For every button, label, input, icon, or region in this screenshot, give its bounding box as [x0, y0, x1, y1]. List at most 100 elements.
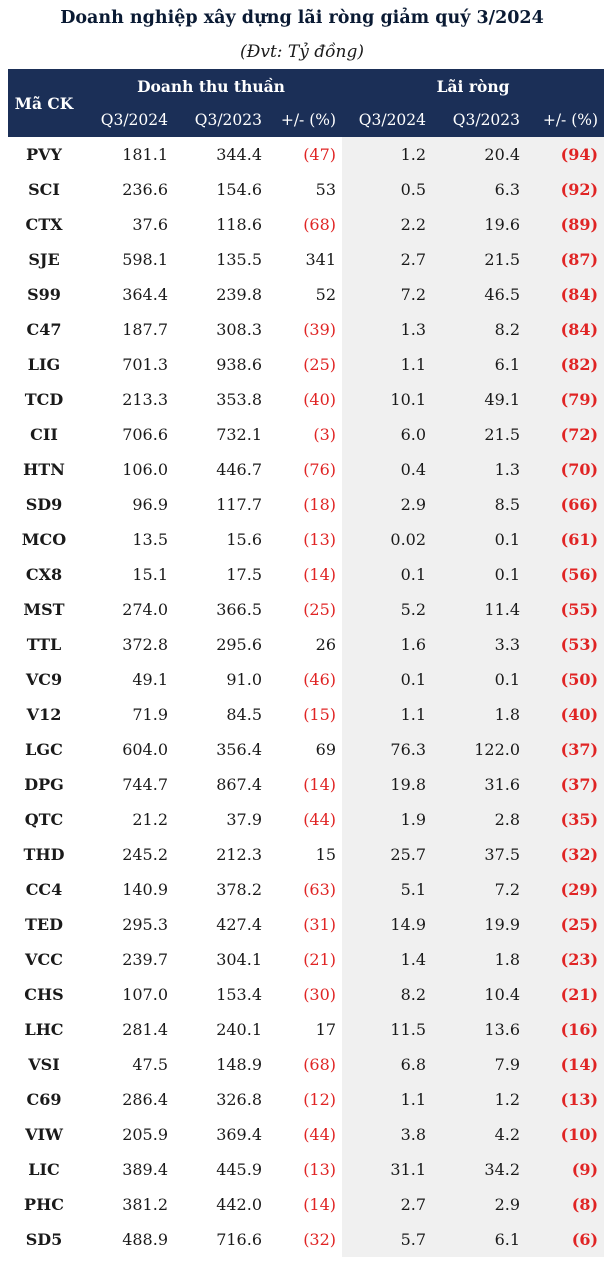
- cell-profit-q3-2024: 2.2: [342, 207, 433, 242]
- cell-revenue-q3-2024: 706.6: [122, 425, 168, 444]
- table-row: HTN 106.0 446.7 (76) 0.4 1.3 (70): [8, 452, 604, 487]
- cell-revenue-change: (18): [303, 495, 337, 514]
- table-row: VCC 239.7 304.1 (21) 1.4 1.8 (23): [8, 942, 604, 977]
- cell-revenue-q3-2024: 274.0: [122, 600, 168, 619]
- table-row: SCI 236.6 154.6 53 0.5 6.3 (92): [8, 172, 604, 207]
- cell-profit-q3-2023: 46.5: [432, 277, 527, 312]
- table-row: DPG 744.7 867.4 (14) 19.8 31.6 (37): [8, 767, 604, 802]
- header-revenue-q3-2024: Q3/2024: [80, 103, 174, 137]
- cell-revenue-q3-2024: 71.9: [132, 705, 168, 724]
- table-row: S99 364.4 239.8 52 7.2 46.5 (84): [8, 277, 604, 312]
- cell-revenue-q3-2023: 153.4: [216, 985, 262, 1004]
- cell-profit-q3-2024: 19.8: [342, 767, 433, 802]
- table-row: CX8 15.1 17.5 (14) 0.1 0.1 (56): [8, 557, 604, 592]
- cell-revenue-change: 69: [315, 740, 337, 759]
- table-row: VC9 49.1 91.0 (46) 0.1 0.1 (50): [8, 662, 604, 697]
- cell-profit-change: (10): [526, 1117, 604, 1152]
- cell-code: THD: [23, 845, 65, 864]
- cell-code: C69: [26, 1090, 62, 1109]
- cell-revenue-change: (15): [303, 705, 337, 724]
- cell-revenue-q3-2023: 732.1: [216, 425, 262, 444]
- cell-profit-q3-2024: 31.1: [342, 1152, 433, 1187]
- cell-profit-q3-2024: 0.4: [342, 452, 433, 487]
- table-row: VSI 47.5 148.9 (68) 6.8 7.9 (14): [8, 1047, 604, 1082]
- cell-profit-q3-2023: 2.9: [432, 1187, 527, 1222]
- cell-revenue-q3-2024: 236.6: [122, 180, 168, 199]
- table-row: V12 71.9 84.5 (15) 1.1 1.8 (40): [8, 697, 604, 732]
- cell-profit-q3-2024: 1.1: [342, 347, 433, 382]
- cell-revenue-q3-2023: 148.9: [216, 1055, 262, 1074]
- cell-revenue-q3-2023: 326.8: [216, 1090, 262, 1109]
- cell-code: CII: [30, 425, 58, 444]
- cell-revenue-q3-2024: 15.1: [132, 565, 168, 584]
- cell-revenue-change: (32): [303, 1230, 337, 1249]
- cell-revenue-change: (12): [303, 1090, 337, 1109]
- cell-revenue-q3-2024: 21.2: [132, 810, 168, 829]
- cell-revenue-change: (40): [303, 390, 337, 409]
- table-row: LIG 701.3 938.6 (25) 1.1 6.1 (82): [8, 347, 604, 382]
- header-profit-change: +/- (%): [526, 103, 604, 137]
- table-row: C47 187.7 308.3 (39) 1.3 8.2 (84): [8, 312, 604, 347]
- cell-revenue-q3-2024: 140.9: [122, 880, 168, 899]
- table-row: C69 286.4 326.8 (12) 1.1 1.2 (13): [8, 1082, 604, 1117]
- cell-profit-q3-2023: 7.2: [432, 872, 527, 907]
- cell-revenue-q3-2024: 389.4: [122, 1160, 168, 1179]
- cell-revenue-q3-2023: 240.1: [216, 1020, 262, 1039]
- cell-profit-change: (56): [526, 557, 604, 592]
- cell-profit-q3-2024: 1.1: [342, 697, 433, 732]
- cell-profit-q3-2023: 2.8: [432, 802, 527, 837]
- cell-revenue-change: (68): [303, 215, 337, 234]
- cell-revenue-change: 15: [315, 845, 337, 864]
- cell-revenue-q3-2023: 356.4: [216, 740, 262, 759]
- cell-profit-q3-2024: 6.0: [342, 417, 433, 452]
- table-row: CC4 140.9 378.2 (63) 5.1 7.2 (29): [8, 872, 604, 907]
- cell-profit-change: (23): [526, 942, 604, 977]
- cell-profit-q3-2024: 2.7: [342, 242, 433, 277]
- table-row: PHC 381.2 442.0 (14) 2.7 2.9 (8): [8, 1187, 604, 1222]
- cell-profit-q3-2024: 2.9: [342, 487, 433, 522]
- cell-revenue-q3-2023: 15.6: [226, 530, 262, 549]
- table-row: CTX 37.6 118.6 (68) 2.2 19.6 (89): [8, 207, 604, 242]
- cell-code: SD5: [25, 1230, 63, 1249]
- cell-revenue-change: (39): [303, 320, 337, 339]
- cell-profit-q3-2023: 19.9: [432, 907, 527, 942]
- cell-profit-q3-2023: 3.3: [432, 627, 527, 662]
- cell-profit-q3-2023: 6.1: [432, 1222, 527, 1257]
- cell-profit-q3-2024: 10.1: [342, 382, 433, 417]
- cell-revenue-change: (14): [303, 565, 337, 584]
- cell-profit-change: (53): [526, 627, 604, 662]
- table-row: TED 295.3 427.4 (31) 14.9 19.9 (25): [8, 907, 604, 942]
- cell-revenue-q3-2023: 154.6: [216, 180, 262, 199]
- cell-profit-change: (21): [526, 977, 604, 1012]
- cell-revenue-change: (63): [303, 880, 337, 899]
- cell-code: TCD: [24, 390, 64, 409]
- cell-profit-q3-2023: 6.1: [432, 347, 527, 382]
- table-row: LGC 604.0 356.4 69 76.3 122.0 (37): [8, 732, 604, 767]
- cell-profit-q3-2024: 5.2: [342, 592, 433, 627]
- data-table: Mã CK Doanh thu thuần Lãi ròng Q3/2024 Q…: [8, 69, 604, 1257]
- table-row: THD 245.2 212.3 15 25.7 37.5 (32): [8, 837, 604, 872]
- table-row: VIW 205.9 369.4 (44) 3.8 4.2 (10): [8, 1117, 604, 1152]
- table-row: PVY 181.1 344.4 (47) 1.2 20.4 (94): [8, 137, 604, 172]
- cell-revenue-q3-2024: 372.8: [122, 635, 168, 654]
- cell-profit-change: (25): [526, 907, 604, 942]
- table-row: QTC 21.2 37.9 (44) 1.9 2.8 (35): [8, 802, 604, 837]
- cell-profit-change: (37): [526, 732, 604, 767]
- cell-revenue-q3-2024: 701.3: [122, 355, 168, 374]
- cell-profit-change: (9): [526, 1152, 604, 1187]
- cell-revenue-q3-2023: 37.9: [226, 810, 262, 829]
- cell-profit-q3-2024: 5.7: [342, 1222, 433, 1257]
- cell-profit-q3-2024: 11.5: [342, 1012, 433, 1047]
- cell-revenue-change: 26: [315, 635, 337, 654]
- cell-revenue-q3-2023: 442.0: [216, 1195, 262, 1214]
- cell-revenue-q3-2023: 716.6: [216, 1230, 262, 1249]
- cell-code: HTN: [23, 460, 65, 479]
- table-row: SD9 96.9 117.7 (18) 2.9 8.5 (66): [8, 487, 604, 522]
- cell-revenue-change: (68): [303, 1055, 337, 1074]
- cell-code: VIW: [25, 1125, 63, 1144]
- cell-revenue-q3-2024: 96.9: [132, 495, 168, 514]
- cell-profit-q3-2023: 1.8: [432, 697, 527, 732]
- cell-revenue-q3-2024: 205.9: [122, 1125, 168, 1144]
- cell-code: LHC: [24, 1020, 64, 1039]
- cell-revenue-change: (13): [303, 1160, 337, 1179]
